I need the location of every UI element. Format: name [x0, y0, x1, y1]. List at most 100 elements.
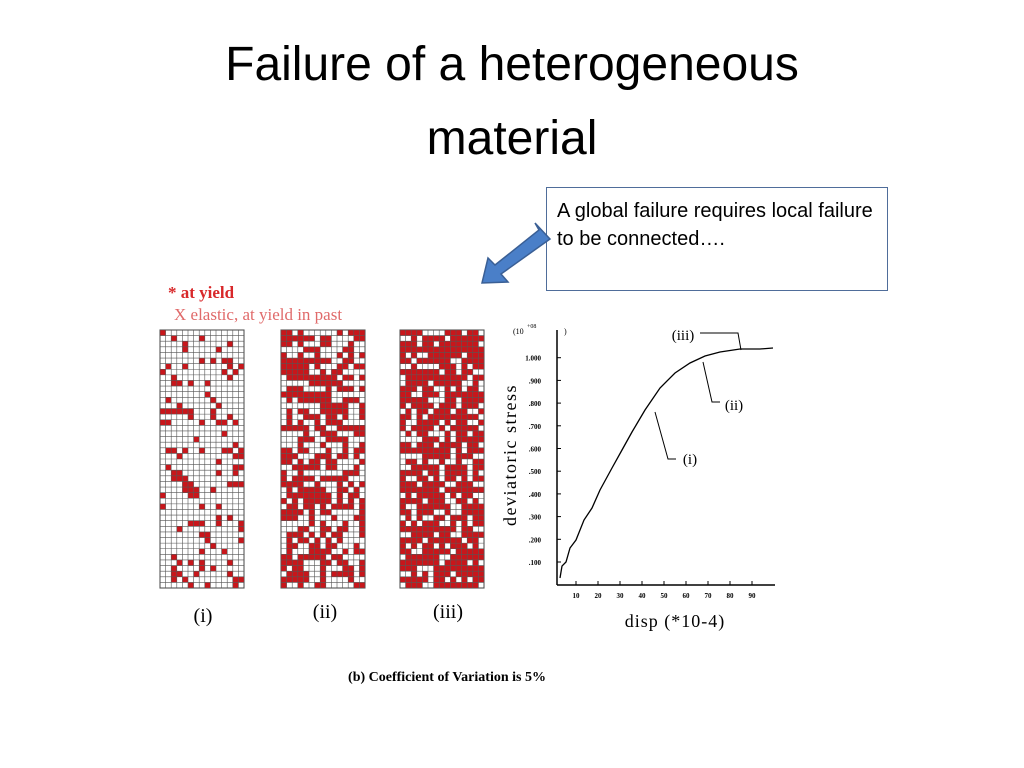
grid-cell [286, 576, 293, 583]
grid-cell [171, 576, 177, 583]
grid-cell [353, 453, 360, 459]
grid-cell [411, 369, 417, 375]
grid-cell [171, 380, 177, 387]
grid-cell [405, 341, 412, 347]
grid-cell [337, 453, 343, 459]
grid-cell [422, 335, 428, 342]
grid-cell [467, 352, 473, 359]
grid-cell [461, 559, 468, 566]
grid-cell [292, 374, 298, 381]
grid-cell [450, 559, 456, 566]
grid-cell [461, 470, 468, 476]
grid-cell [353, 543, 360, 549]
grid-cell [348, 352, 354, 359]
grid-cell [444, 402, 451, 409]
grid-cell [416, 380, 423, 387]
grid-cell [286, 531, 293, 538]
grid-cell [472, 559, 479, 566]
grid-cell [337, 380, 343, 387]
grid-cell [433, 358, 440, 364]
grid-cell [433, 526, 440, 532]
grid-cell [422, 459, 428, 465]
grid-cell [314, 414, 321, 420]
grid-cell [238, 464, 244, 471]
grid-cell [444, 464, 451, 471]
grid-cell [444, 582, 451, 588]
grid-cell [303, 408, 309, 415]
grid-cell [320, 559, 326, 566]
grid-cell [400, 509, 406, 516]
grid-cell [342, 571, 349, 577]
grid-cell [444, 447, 451, 454]
grid-cell [461, 515, 468, 521]
leader [702, 361, 720, 403]
grid-cell [320, 487, 326, 493]
grid-cell [297, 330, 304, 336]
grid-cell [314, 537, 321, 544]
grid-cell [325, 430, 332, 437]
grid-cell [199, 335, 205, 342]
grid-cell [188, 487, 194, 493]
grid-cell [331, 464, 337, 471]
grid-cell [433, 548, 440, 555]
grid-cell [160, 503, 166, 510]
grid-cell [433, 554, 440, 560]
grid-cell [342, 453, 349, 459]
grid-cell [478, 503, 484, 510]
grid-cell [433, 419, 440, 426]
grid-cell [405, 369, 412, 375]
grid-cell [422, 481, 428, 488]
grid-cell [227, 374, 233, 381]
grid-cell [450, 425, 456, 431]
grid-cell [303, 369, 309, 375]
grid-cell [472, 414, 479, 420]
grid-cell [227, 481, 233, 488]
grid-cell [456, 425, 462, 431]
grid-cell [422, 576, 428, 583]
grid-cell [227, 341, 233, 347]
grid-cell [160, 369, 166, 375]
grid-cell [405, 397, 412, 403]
grid-cell [314, 453, 321, 459]
grid-cell [238, 537, 244, 544]
grid-cell [450, 475, 456, 482]
grid-cell [422, 430, 428, 437]
grid-cell [461, 414, 468, 420]
grid-cell [314, 543, 321, 549]
grid-cell [303, 430, 309, 437]
y-tick-label: .400 [529, 491, 542, 499]
grid-cell [216, 503, 222, 510]
grid-cell [337, 352, 343, 359]
grid-cell [286, 548, 293, 555]
grid-cell [359, 386, 365, 392]
grid-cell [216, 520, 222, 527]
grid-cell [444, 526, 451, 532]
grid-cell [227, 559, 233, 566]
grid-cell [165, 464, 172, 471]
grid-cell [416, 430, 423, 437]
grid-cell [428, 543, 434, 549]
grid-cell [478, 565, 484, 572]
grid-cell [411, 543, 417, 549]
grid-cell [400, 487, 406, 493]
grid-cell [331, 419, 337, 426]
grid-cell [297, 391, 304, 398]
grid-cell [188, 408, 194, 415]
curve [559, 347, 774, 579]
grid-cell [456, 352, 462, 359]
grid-cell [309, 391, 315, 398]
grid-cell [204, 380, 211, 387]
grid-cell [461, 408, 468, 415]
grid-cell [210, 397, 216, 403]
grid-cell [320, 341, 326, 347]
grid-cell [411, 330, 417, 336]
grid-cell [450, 391, 456, 398]
x-tick-label: 70 [705, 592, 713, 600]
grid-cell [400, 402, 406, 409]
grid-cell [331, 380, 337, 387]
grid-cell [416, 492, 423, 499]
grid-cell [182, 487, 188, 493]
grid-cell [472, 436, 479, 443]
grid-cell [165, 447, 172, 454]
